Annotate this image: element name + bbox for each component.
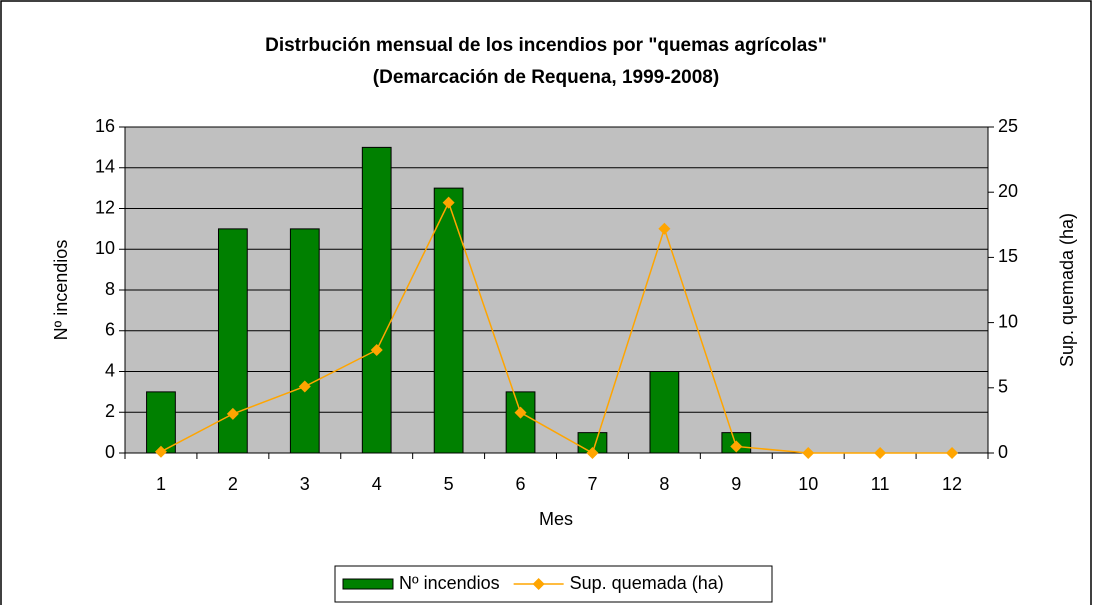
x-tick-label: 7 <box>587 474 597 494</box>
legend-marker <box>532 578 545 590</box>
chart-title: Distrbución mensual de los incendios por… <box>265 35 827 56</box>
y-tick-label: 0 <box>105 442 115 462</box>
bar <box>289 228 320 454</box>
x-tick-label: 4 <box>372 474 382 494</box>
bar <box>146 391 176 454</box>
y-tick-label: 10 <box>95 238 115 258</box>
y-tick-label: 16 <box>95 116 115 136</box>
y2-tick-label: 0 <box>998 442 1008 462</box>
y-tick-label: 8 <box>105 279 115 299</box>
legend-label: Nº incendios <box>399 573 500 593</box>
marker <box>370 343 383 356</box>
marker <box>442 196 455 209</box>
marker <box>802 447 815 459</box>
x-tick-label: 10 <box>798 474 818 494</box>
marker <box>730 440 743 453</box>
x-tick-label: 2 <box>228 474 238 494</box>
y2-tick-label: 25 <box>998 116 1018 136</box>
y2-tick-label: 5 <box>998 377 1008 397</box>
x-tick-label: 6 <box>516 474 526 494</box>
x-tick-label: 3 <box>300 474 310 494</box>
x-tick-label: 11 <box>871 474 890 494</box>
marker <box>514 406 527 419</box>
marker <box>946 447 959 459</box>
y2-tick-label: 20 <box>998 181 1018 201</box>
marker <box>586 447 599 459</box>
x-axis-label: Mes <box>539 509 573 529</box>
y-tick-label: 4 <box>105 360 115 380</box>
bar <box>361 146 392 454</box>
bar <box>433 187 464 454</box>
y-tick-label: 12 <box>95 197 115 217</box>
x-tick-label: 12 <box>942 474 962 494</box>
x-tick-label: 8 <box>659 474 669 494</box>
y-tick-label: 6 <box>105 320 115 340</box>
marker <box>226 407 239 420</box>
legend-swatch <box>342 578 394 590</box>
y-tick-label: 14 <box>95 157 115 177</box>
marker <box>874 447 887 459</box>
y-axis-label: Nº incendios <box>51 240 71 341</box>
bar <box>505 391 536 454</box>
x-tick-label: 1 <box>156 474 166 494</box>
bar <box>649 371 680 454</box>
y2-tick-label: 10 <box>998 311 1018 331</box>
marker <box>298 380 311 393</box>
legend-label: Sup. quemada (ha) <box>570 573 724 593</box>
y2-tick-label: 15 <box>998 246 1018 266</box>
line <box>160 200 953 455</box>
marker <box>154 445 167 458</box>
y-tick-label: 2 <box>105 401 115 421</box>
x-tick-label: 9 <box>731 474 741 494</box>
chart-subtitle: (Demarcación de Requena, 1999-2008) <box>373 67 719 88</box>
x-tick-label: 5 <box>444 474 454 494</box>
y2-axis-label: Sup. quemada (ha) <box>1057 213 1077 367</box>
marker <box>658 222 671 235</box>
